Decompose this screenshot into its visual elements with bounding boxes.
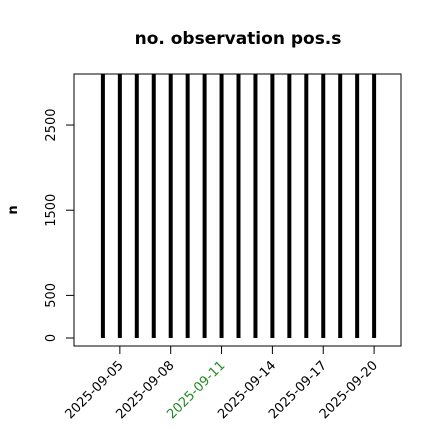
y-tick-label: 0: [44, 334, 59, 342]
y-tick-label: 1500: [44, 194, 59, 227]
y-axis-label: n: [6, 205, 21, 214]
chart-title: no. observation pos.s: [135, 29, 342, 49]
bars: [100, 74, 377, 338]
y-tick-label: 500: [44, 283, 59, 308]
y-tick-label: 2500: [44, 108, 59, 141]
